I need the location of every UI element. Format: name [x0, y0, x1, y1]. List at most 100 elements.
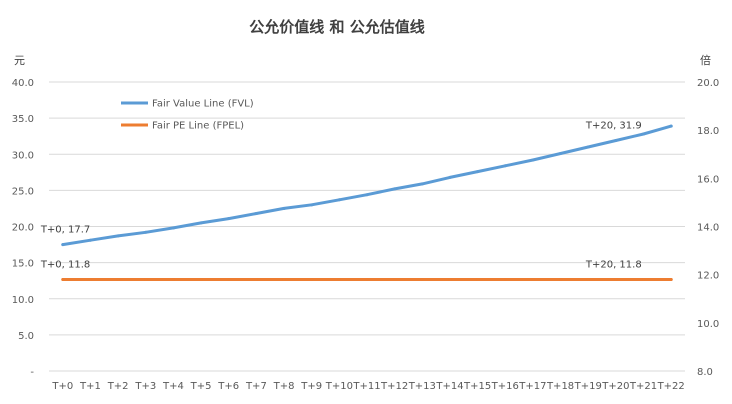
- legend-label: Fair PE Line (FPEL): [152, 121, 244, 132]
- x-tick-label: T+11: [352, 381, 380, 392]
- data-point: [337, 277, 341, 281]
- data-point: [199, 277, 203, 281]
- x-tick-label: T+13: [408, 381, 436, 392]
- data-point: [559, 152, 563, 156]
- x-tick-label: T+2: [107, 381, 129, 392]
- data-point: [420, 277, 424, 281]
- x-tick-label: T+7: [245, 381, 267, 392]
- data-point: [614, 277, 618, 281]
- right-tick-label: 10.0: [697, 319, 719, 330]
- data-point: [448, 175, 452, 179]
- x-tick-label: T+20: [601, 381, 629, 392]
- data-point: [88, 238, 92, 242]
- left-tick-label: 5.0: [18, 331, 34, 342]
- data-label: T+20, 11.8: [585, 259, 642, 270]
- x-tick-label: T+19: [574, 381, 602, 392]
- data-point: [614, 139, 618, 143]
- data-point: [254, 211, 258, 215]
- left-tick-label: -: [30, 367, 34, 378]
- x-tick-label: T+4: [162, 381, 184, 392]
- left-tick-label: 25.0: [12, 186, 34, 197]
- x-tick-label: T+6: [217, 381, 239, 392]
- data-point: [503, 277, 507, 281]
- data-point: [559, 277, 563, 281]
- left-tick-label: 40.0: [12, 78, 34, 89]
- x-tick-label: T+8: [273, 381, 295, 392]
- data-point: [227, 277, 231, 281]
- data-point: [171, 277, 175, 281]
- data-point: [282, 206, 286, 210]
- data-point: [642, 277, 646, 281]
- x-tick-label: T+3: [134, 381, 156, 392]
- x-tick-label: T+15: [463, 381, 491, 392]
- data-point: [669, 277, 673, 281]
- left-tick-label: 10.0: [12, 295, 34, 306]
- x-tick-label: T+0: [51, 381, 73, 392]
- data-label: T+0, 17.7: [40, 225, 90, 236]
- data-point: [586, 277, 590, 281]
- right-tick-label: 14.0: [697, 223, 719, 234]
- data-point: [171, 226, 175, 230]
- x-tick-label: T+9: [300, 381, 322, 392]
- right-tick-label: 12.0: [697, 271, 719, 282]
- data-point: [393, 277, 397, 281]
- data-point: [61, 243, 65, 247]
- right-axis-ticks: 8.0 10.0 12.0 14.0 16.0 18.0 20.0: [697, 78, 719, 378]
- right-tick-label: 16.0: [697, 174, 719, 185]
- right-tick-label: 18.0: [697, 126, 719, 137]
- data-point: [199, 221, 203, 225]
- right-tick-label: 8.0: [697, 367, 713, 378]
- data-point: [642, 132, 646, 136]
- left-tick-label: 20.0: [12, 223, 34, 234]
- data-point: [310, 203, 314, 207]
- gridlines: [49, 81, 685, 372]
- x-tick-label: T+22: [657, 381, 685, 392]
- right-axis-unit: 倍: [700, 53, 711, 67]
- data-point: [365, 193, 369, 197]
- data-point: [503, 164, 507, 168]
- x-tick-label: T+21: [629, 381, 657, 392]
- data-point: [254, 277, 258, 281]
- data-point: [144, 277, 148, 281]
- left-tick-label: 35.0: [12, 114, 34, 125]
- data-point: [227, 217, 231, 221]
- data-point: [116, 277, 120, 281]
- x-axis-ticks: T+0 T+1 T+2 T+3 T+4 T+5 T+6 T+7 T+8 T+9 T+10 T+11 T+…: [51, 381, 684, 392]
- data-point: [669, 124, 673, 128]
- x-tick-label: T+18: [546, 381, 574, 392]
- data-point: [61, 277, 65, 281]
- data-point: [393, 187, 397, 191]
- left-tick-label: 15.0: [12, 259, 34, 270]
- x-tick-label: T+10: [325, 381, 353, 392]
- data-point: [337, 198, 341, 202]
- chart-title: 公允价值线 和 公允估值线: [249, 18, 424, 36]
- x-tick-label: T+14: [435, 381, 463, 392]
- data-point: [310, 277, 314, 281]
- legend-label: Fair Value Line (FVL): [152, 99, 254, 110]
- data-label: T+0, 11.8: [40, 259, 90, 270]
- data-point: [531, 158, 535, 162]
- x-tick-label: T+17: [518, 381, 546, 392]
- data-point: [476, 170, 480, 174]
- right-tick-label: 20.0: [697, 78, 719, 89]
- x-tick-label: T+5: [190, 381, 212, 392]
- data-point: [88, 277, 92, 281]
- data-point: [365, 277, 369, 281]
- left-axis-unit: 元: [14, 54, 25, 67]
- x-tick-label: T+12: [380, 381, 408, 392]
- x-tick-label: T+16: [491, 381, 519, 392]
- series-lines: [61, 124, 673, 281]
- left-axis-ticks: - 5.0 10.0 15.0 20.0 25.0 30.0 35.0 40.0: [12, 78, 35, 378]
- data-label: T+20, 31.9: [585, 121, 642, 132]
- data-point: [476, 277, 480, 281]
- left-tick-label: 30.0: [12, 150, 34, 161]
- data-point: [144, 230, 148, 234]
- data-point: [531, 277, 535, 281]
- data-point: [420, 182, 424, 186]
- data-point: [116, 234, 120, 238]
- data-point: [586, 145, 590, 149]
- data-point: [282, 277, 286, 281]
- data-labels: T+0, 17.7 T+20, 31.9 T+0, 11.8 T+20, 11.8: [40, 121, 642, 271]
